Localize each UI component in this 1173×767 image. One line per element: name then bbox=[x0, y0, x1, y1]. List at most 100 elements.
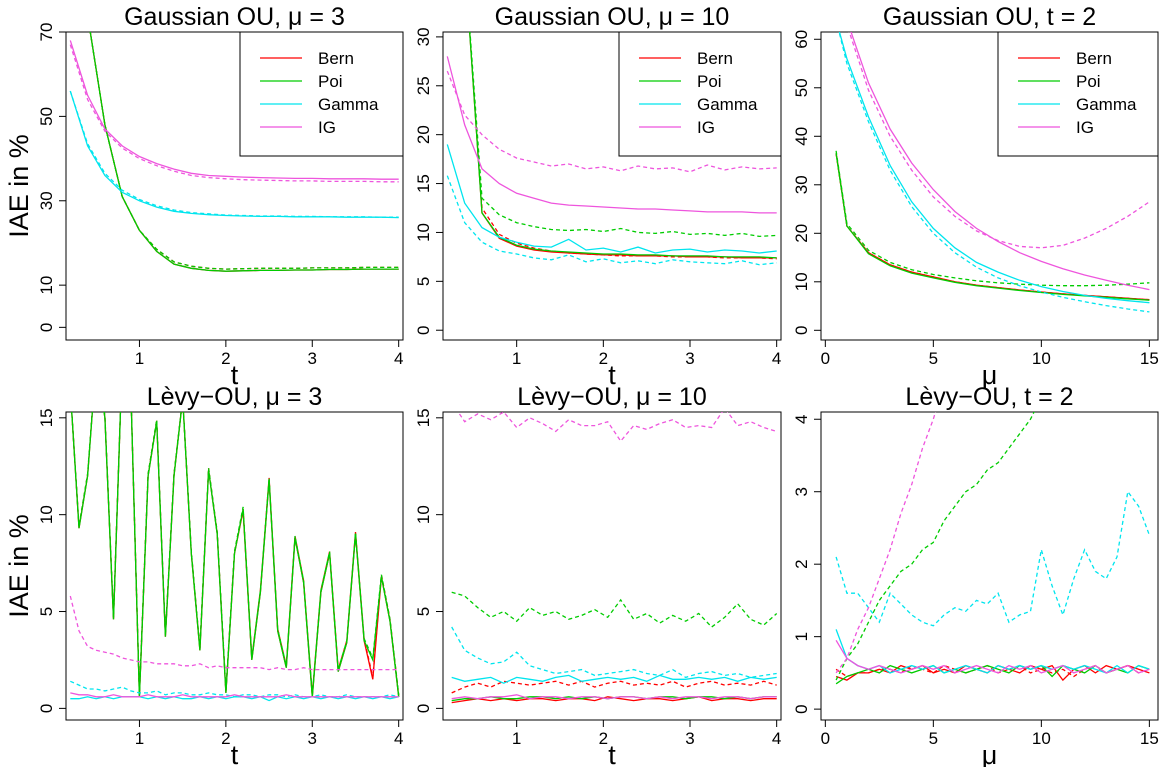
series-line-poi-dashed bbox=[835, 412, 1035, 681]
y-tick-label: 3 bbox=[792, 487, 811, 496]
series-line-ig-dashed bbox=[69, 595, 399, 671]
legend-label-bern: Bern bbox=[318, 49, 354, 68]
series-line-gamma-dashed bbox=[835, 490, 1151, 627]
series-line-gamma-dashed bbox=[69, 90, 399, 218]
y-axis-title: IAE in % bbox=[4, 514, 34, 618]
series-line-poi-dashed bbox=[469, 32, 777, 238]
series-lines bbox=[446, 32, 777, 266]
series-line-gamma-dashed bbox=[838, 32, 1150, 313]
series-line-ig-dashed bbox=[835, 412, 937, 674]
y-tick-label: 10 bbox=[37, 276, 56, 295]
series-line-gamma-dashed bbox=[70, 680, 399, 698]
x-tick-label: 10 bbox=[1032, 729, 1051, 748]
y-axis-title: IAE in % bbox=[4, 134, 34, 238]
y-tick-label: 40 bbox=[792, 127, 811, 146]
x-tick-label: 1 bbox=[512, 349, 521, 368]
series-line-gamma-solid bbox=[446, 144, 777, 254]
y-tick-label: 0 bbox=[37, 323, 56, 332]
plot-frame bbox=[820, 31, 1159, 341]
panel-title: Gaussian OU, μ = 3 bbox=[124, 3, 345, 31]
series-line-ig-solid bbox=[850, 32, 1150, 291]
legend-box bbox=[997, 31, 1159, 157]
panel-4: 1 2 3 4 0 5 10 15 Lèvy−OU, μ = 3 t IAE in % bbox=[4, 383, 404, 767]
x-tick-label: 3 bbox=[308, 729, 317, 748]
series-line-bern-dashed bbox=[451, 680, 777, 694]
panel-title: Lèvy−OU, μ = 3 bbox=[147, 383, 323, 411]
y-tick-label: 0 bbox=[414, 704, 433, 713]
series-line-ig-solid bbox=[446, 56, 777, 214]
y-tick-label: 1 bbox=[792, 632, 811, 641]
y-tick-label: 5 bbox=[414, 607, 433, 616]
series-line-ig-solid bbox=[70, 692, 399, 698]
y-tick-label: 5 bbox=[37, 607, 56, 616]
series-line-bern-dashed bbox=[835, 153, 1150, 301]
legend: Bern Poi Gamma IG bbox=[618, 31, 782, 157]
y-tick-label: 70 bbox=[37, 23, 56, 42]
x-tick-label: 0 bbox=[821, 349, 830, 368]
x-axis-title: μ bbox=[982, 740, 998, 767]
x-tick-label: 4 bbox=[394, 729, 403, 748]
panel-3: 0 5 10 15 0 10 20 30 40 50 60 Gaussian OU, t = 2 μ Be… bbox=[792, 3, 1159, 390]
panel-title: Lèvy−OU, t = 2 bbox=[905, 383, 1073, 411]
legend: Bern Poi Gamma IG bbox=[239, 31, 404, 157]
panel-5: 1 2 3 4 0 5 10 15 Lèvy−OU, μ = 10 t bbox=[414, 383, 782, 767]
series-line-poi-solid bbox=[835, 153, 1150, 301]
series-lines bbox=[69, 412, 400, 702]
x-tick-label: 3 bbox=[308, 349, 317, 368]
y-tick-label: 60 bbox=[792, 30, 811, 49]
legend-label-poi: Poi bbox=[697, 72, 722, 91]
x-axis-title: t bbox=[231, 360, 239, 390]
series-line-gamma-solid bbox=[451, 674, 777, 684]
y-tick-label: 10 bbox=[37, 505, 56, 524]
y-tick-label: 50 bbox=[792, 78, 811, 97]
x-tick-label: 4 bbox=[772, 729, 781, 748]
x-tick-label: 3 bbox=[685, 349, 694, 368]
y-tick-label: 50 bbox=[37, 107, 56, 126]
y-tick-label: 15 bbox=[37, 408, 56, 427]
y-tick-label: 30 bbox=[37, 191, 56, 210]
panel-2: 1 2 3 4 0 5 10 15 20 25 30 Gaussian OU, μ = 10 t Bern… bbox=[414, 3, 782, 390]
x-tick-label: 10 bbox=[1032, 349, 1051, 368]
x-tick-label: 15 bbox=[1140, 729, 1159, 748]
legend-label-ig: IG bbox=[318, 118, 336, 137]
panel-title: Gaussian OU, μ = 10 bbox=[495, 3, 730, 31]
x-tick-label: 3 bbox=[685, 729, 694, 748]
x-tick-label: 2 bbox=[599, 349, 608, 368]
x-tick-label: 2 bbox=[221, 349, 230, 368]
y-tick-label: 25 bbox=[414, 76, 433, 95]
legend: Bern Poi Gamma IG bbox=[997, 31, 1159, 157]
legend-label-gamma: Gamma bbox=[1076, 95, 1137, 114]
series-line-ig-solid bbox=[451, 694, 777, 700]
legend-label-bern: Bern bbox=[697, 49, 733, 68]
series-lines bbox=[835, 32, 1150, 313]
series-line-ig-dashed bbox=[457, 412, 777, 443]
panel-6: 0 5 10 15 0 1 2 3 4 Lèvy−OU, t = 2 μ bbox=[792, 383, 1159, 767]
x-axis-title: t bbox=[608, 740, 616, 767]
series-line-bern-dashed bbox=[469, 32, 777, 260]
y-tick-label: 30 bbox=[792, 175, 811, 194]
x-tick-label: 5 bbox=[929, 729, 938, 748]
x-tick-label: 1 bbox=[512, 729, 521, 748]
legend-box bbox=[239, 31, 404, 157]
series-line-gamma-solid bbox=[835, 629, 1150, 674]
legend-label-poi: Poi bbox=[1076, 72, 1101, 91]
y-tick-label: 2 bbox=[792, 559, 811, 568]
y-tick-label: 0 bbox=[414, 325, 433, 334]
series-line-gamma-solid bbox=[838, 32, 1150, 304]
series-lines bbox=[69, 32, 399, 272]
x-axis-title: t bbox=[608, 360, 616, 390]
x-tick-label: 2 bbox=[221, 729, 230, 748]
y-tick-label: 30 bbox=[414, 27, 433, 46]
series-line-poi-dashed bbox=[89, 32, 399, 270]
y-tick-label: 15 bbox=[414, 174, 433, 193]
series-line-ig-dashed bbox=[69, 44, 399, 183]
x-tick-label: 0 bbox=[821, 729, 830, 748]
y-tick-label: 10 bbox=[792, 272, 811, 291]
series-line-poi-dashed bbox=[451, 591, 778, 628]
x-tick-label: 1 bbox=[135, 729, 144, 748]
y-tick-label: 5 bbox=[414, 277, 433, 286]
legend-label-gamma: Gamma bbox=[318, 95, 379, 114]
series-line-poi-dashed bbox=[835, 150, 1150, 287]
plot-frame bbox=[820, 411, 1159, 721]
